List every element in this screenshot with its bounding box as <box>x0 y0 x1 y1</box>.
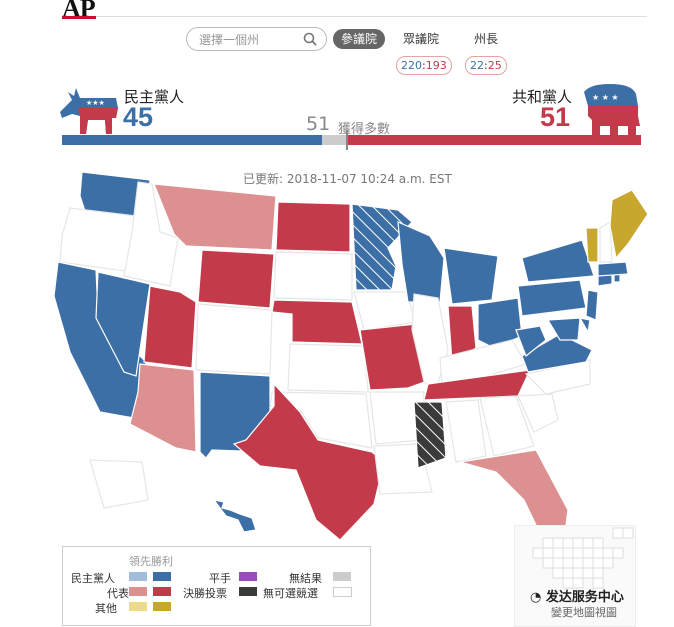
watermark: ◔ 发达服务中心 <box>530 586 624 605</box>
rep-party-label: 共和黨人 <box>512 88 573 106</box>
state-md[interactable] <box>546 317 581 341</box>
state-ks[interactable] <box>287 343 369 393</box>
majority-label: 獲得多數 <box>338 122 391 137</box>
undecided-seat-bar <box>322 135 346 145</box>
state-mo[interactable] <box>359 323 431 391</box>
state-sc[interactable] <box>517 393 559 433</box>
state-nd[interactable] <box>275 201 351 253</box>
state-mi[interactable] <box>443 247 499 305</box>
state-va[interactable] <box>521 333 593 373</box>
last-updated: 已更新: 2018-11-07 10:24 a.m. EST <box>243 172 452 186</box>
state-az[interactable] <box>129 363 197 453</box>
legend-rep-leading-swatch <box>129 587 147 596</box>
state-ne[interactable] <box>271 299 363 345</box>
map-legend: 領先勝利 民主黨人 代表 其他 平手 決勝投票 無結果 無可選競選 <box>62 546 371 626</box>
legend-runoff-swatch <box>239 587 257 596</box>
legend-runoff-label: 決勝投票 <box>183 587 227 600</box>
state-search-input[interactable]: 選擇一個州 <box>186 27 327 51</box>
state-ky[interactable] <box>439 339 527 385</box>
house-sep: : <box>422 59 426 72</box>
state-sd[interactable] <box>273 251 353 301</box>
state-oh[interactable] <box>477 297 523 349</box>
legend-no-election-label: 無可選競選 <box>263 587 318 600</box>
change-map-view-label[interactable]: 變更地圖視圖 <box>551 606 617 619</box>
change-map-view-button[interactable] <box>514 525 636 627</box>
legend-tie-label: 平手 <box>209 572 231 585</box>
state-ut[interactable] <box>143 285 197 369</box>
legend-title: 領先勝利 <box>129 555 173 568</box>
rep-seat-bar <box>346 135 641 145</box>
tab-house[interactable]: 眾議院 <box>403 32 440 46</box>
majority-threshold: 51 <box>306 113 331 135</box>
legend-no-election-swatch <box>333 587 352 597</box>
legend-other-leading-swatch <box>129 602 147 611</box>
header-divider <box>62 16 647 17</box>
legend-rep-label: 代表 <box>107 587 129 600</box>
state-me[interactable] <box>609 189 649 260</box>
state-wy[interactable] <box>197 249 275 309</box>
state-nh[interactable] <box>599 220 613 263</box>
legend-rep-won-swatch <box>153 587 171 596</box>
state-ok[interactable] <box>269 391 373 449</box>
state-ma[interactable] <box>597 261 629 277</box>
watermark-text: 发达服务中心 <box>545 590 624 605</box>
state-wi[interactable] <box>397 221 445 303</box>
governor-dem-count: 22 <box>470 59 484 72</box>
rep-seat-count: 51 <box>540 102 571 132</box>
state-al[interactable] <box>445 399 487 463</box>
dem-seat-bar <box>62 135 348 145</box>
governor-tally-badge: 22:25 <box>465 56 507 75</box>
state-de[interactable] <box>578 317 591 334</box>
dem-seat-count: 45 <box>123 102 154 132</box>
governor-sep: : <box>484 59 488 72</box>
tab-governor[interactable]: 州長 <box>474 32 499 46</box>
legend-tie-swatch <box>239 572 257 581</box>
dem-party-label: 民主黨人 <box>124 88 185 106</box>
state-nj[interactable] <box>585 289 599 321</box>
state-mn[interactable] <box>351 203 413 291</box>
house-tally-badge: 220:193 <box>396 56 452 75</box>
governor-rep-count: 25 <box>487 59 502 72</box>
house-rep-count: 193 <box>425 59 447 72</box>
legend-no-result-swatch <box>333 572 351 581</box>
republican-elephant-icon: ★ ★ ★ <box>584 84 640 136</box>
mini-grid-map-icon <box>532 527 634 599</box>
logo-underline <box>62 16 96 19</box>
svg-text:★★★: ★★★ <box>86 99 105 107</box>
state-hi[interactable] <box>212 499 257 533</box>
majority-marker <box>346 130 348 150</box>
democrat-donkey-icon: ★★★ <box>60 88 118 134</box>
search-placeholder: 選擇一個州 <box>199 33 260 47</box>
tab-senate[interactable]: 參議院 <box>333 29 386 49</box>
state-or[interactable] <box>59 207 137 273</box>
state-tx[interactable] <box>232 382 385 541</box>
state-nv[interactable] <box>95 271 151 377</box>
legend-dem-leading-swatch <box>129 572 147 581</box>
svg-text:★ ★ ★: ★ ★ ★ <box>592 93 619 102</box>
state-ak[interactable] <box>89 459 149 509</box>
state-mt[interactable] <box>153 183 277 251</box>
state-ms[interactable] <box>413 401 447 469</box>
state-co[interactable] <box>195 303 273 375</box>
legend-dem-label: 民主黨人 <box>71 572 115 585</box>
search-icon[interactable] <box>302 31 318 51</box>
state-vt[interactable] <box>585 227 599 263</box>
state-in[interactable] <box>447 305 477 364</box>
state-ga[interactable] <box>479 395 535 457</box>
state-ia[interactable] <box>353 291 417 331</box>
state-ny[interactable] <box>521 239 595 283</box>
legend-dem-won-swatch <box>153 572 171 581</box>
house-dem-count: 220 <box>401 59 422 72</box>
state-wv[interactable] <box>515 325 547 357</box>
legend-no-result-label: 無結果 <box>289 572 322 585</box>
state-pa[interactable] <box>517 279 587 317</box>
state-id[interactable] <box>123 181 179 287</box>
wechat-icon: ◔ <box>530 590 542 605</box>
legend-other-label: 其他 <box>95 602 117 615</box>
legend-other-won-swatch <box>153 602 171 611</box>
